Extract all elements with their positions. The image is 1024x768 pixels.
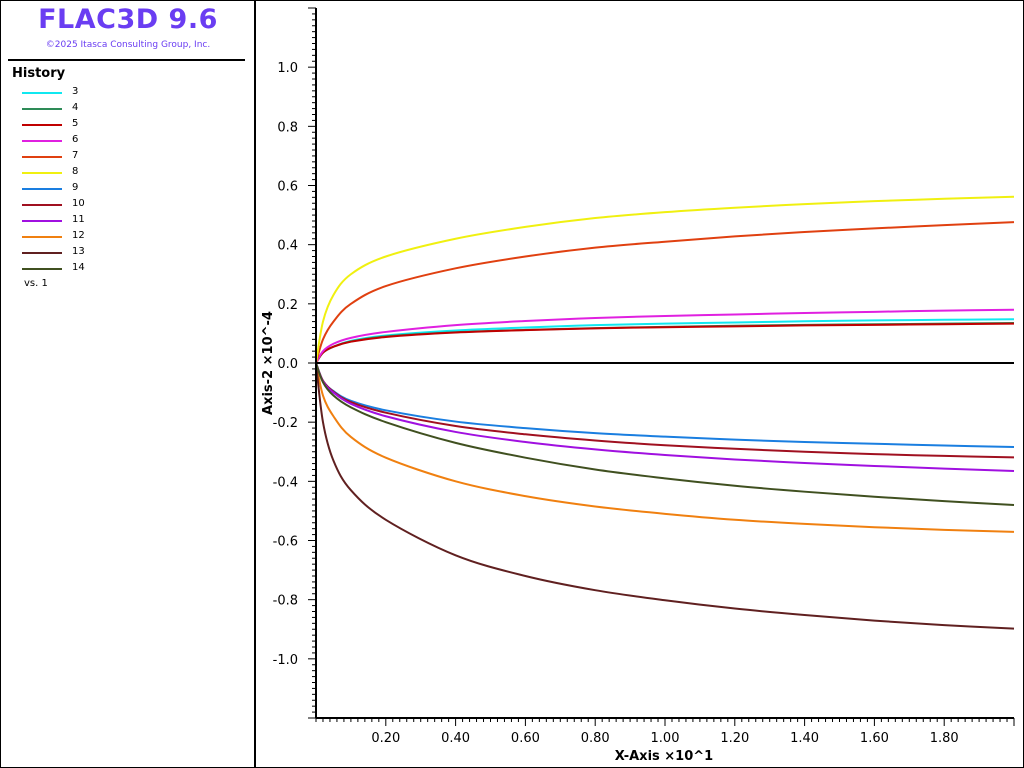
legend-heading: History — [12, 66, 66, 81]
legend-label: 13 — [72, 246, 85, 257]
x-tick-label: 1.40 — [790, 731, 819, 746]
y-tick-label: -0.4 — [273, 475, 298, 490]
legend-swatch — [22, 252, 62, 254]
legend-swatch — [22, 188, 62, 190]
x-tick-label: 0.20 — [371, 731, 400, 746]
series-line-5 — [315, 322, 1015, 364]
title-divider — [8, 59, 245, 61]
series-line-8 — [315, 195, 1015, 364]
series-line-12 — [315, 362, 1015, 533]
y-tick-label: 0.8 — [277, 120, 298, 135]
legend-swatch — [22, 140, 62, 142]
legend-label: 5 — [72, 118, 79, 129]
x-tick-label: 0.80 — [581, 731, 610, 746]
legend-swatch — [22, 108, 62, 110]
labels-layer: 1.0 0.8 0.6 0.4 0.2 0.0 -0.2 -0.4 -0.6 -0.8 -1.0 0.… — [261, 61, 959, 764]
y-axis-title: Axis-2 ×10^-4 — [261, 311, 276, 415]
legend-swatch — [22, 236, 62, 238]
x-tick-label: 1.00 — [651, 731, 680, 746]
series-line-9 — [315, 362, 1015, 449]
legend-label: 14 — [72, 262, 85, 273]
legend-label: 7 — [72, 150, 79, 161]
legend-label: 3 — [72, 86, 79, 97]
series-line-10 — [315, 362, 1015, 459]
y-tick-label: -1.0 — [273, 653, 298, 668]
x-tick-label: 0.40 — [441, 731, 470, 746]
y-tick-label: -0.2 — [273, 416, 298, 431]
series-line-11 — [315, 362, 1015, 472]
series-line-14 — [315, 362, 1015, 506]
copyright-notice: ©2025 Itasca Consulting Group, Inc. — [45, 40, 211, 50]
y-tick-label: 0.4 — [277, 239, 298, 254]
series-layer — [315, 195, 1015, 630]
y-tick-label: 0.6 — [277, 180, 298, 195]
legend-label: 12 — [72, 230, 85, 241]
app-title: FLAC3D 9.6 — [38, 4, 218, 35]
series-line-6 — [315, 308, 1015, 364]
legend-label: 9 — [72, 182, 79, 193]
legend-label: 4 — [72, 102, 79, 113]
legend-vs-label: vs. 1 — [24, 278, 48, 289]
x-tick-label: 0.60 — [511, 731, 540, 746]
y-tick-label: 0.0 — [277, 357, 298, 372]
legend-swatch — [22, 204, 62, 206]
x-tick-label: 1.80 — [930, 731, 959, 746]
legend-swatch — [22, 156, 62, 158]
y-tick-label: 1.0 — [277, 61, 298, 76]
series-line-3 — [315, 318, 1015, 364]
legend-label: 10 — [72, 198, 85, 209]
series-line-7 — [315, 221, 1015, 364]
y-tick-label: 0.2 — [277, 298, 298, 313]
legend-swatch — [22, 92, 62, 94]
legend-swatch — [22, 268, 62, 270]
legend-swatch — [22, 124, 62, 126]
axes-layer — [308, 7, 1015, 726]
legend-panel: FLAC3D 9.6 ©2025 Itasca Consulting Group… — [0, 0, 256, 768]
y-tick-label: -0.6 — [273, 535, 298, 550]
legend-label: 6 — [72, 134, 79, 145]
legend-swatch — [22, 220, 62, 222]
y-tick-label: -0.8 — [273, 594, 298, 609]
x-tick-label: 1.60 — [860, 731, 889, 746]
series-line-13 — [315, 362, 1015, 630]
legend-label: 11 — [72, 214, 85, 225]
legend-swatch — [22, 172, 62, 174]
legend-label: 8 — [72, 166, 79, 177]
x-axis-title: X-Axis ×10^1 — [615, 749, 713, 764]
x-tick-label: 1.20 — [720, 731, 749, 746]
